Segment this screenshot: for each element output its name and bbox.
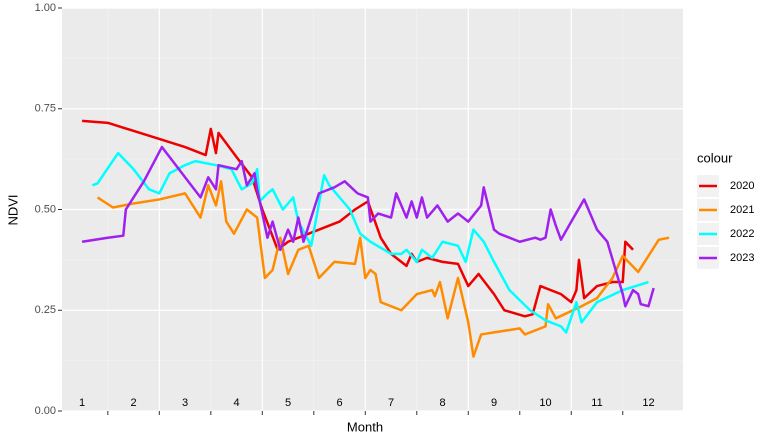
month-label: 2 xyxy=(131,397,137,409)
month-label: 10 xyxy=(539,397,551,409)
legend-label: 2022 xyxy=(730,228,754,240)
legend-title: colour xyxy=(697,150,733,165)
month-label: 1 xyxy=(79,397,85,409)
month-label: 8 xyxy=(439,397,445,409)
month-label: 4 xyxy=(233,397,239,409)
month-label: 12 xyxy=(642,397,654,409)
y-tick-label: 0.50 xyxy=(35,203,56,215)
month-label: 5 xyxy=(285,397,291,409)
month-label: 3 xyxy=(182,397,188,409)
series-line xyxy=(81,145,655,308)
series-line xyxy=(91,151,649,334)
y-tick-label: 0.25 xyxy=(35,304,56,316)
legend-label: 2021 xyxy=(730,204,754,216)
x-axis-title: Month xyxy=(347,419,383,434)
y-axis-title: NDVI xyxy=(5,194,20,225)
y-tick-label: 0.75 xyxy=(35,103,56,115)
legend-label: 2023 xyxy=(730,252,754,264)
legend-label: 2020 xyxy=(730,180,754,192)
month-label: 7 xyxy=(388,397,394,409)
series-line xyxy=(81,119,634,318)
y-tick-label: 1.00 xyxy=(35,2,56,14)
y-tick-label: 0.00 xyxy=(35,405,56,417)
month-label: 9 xyxy=(491,397,497,409)
month-label: 6 xyxy=(336,397,342,409)
series-line xyxy=(96,180,670,358)
month-label: 11 xyxy=(591,397,602,409)
